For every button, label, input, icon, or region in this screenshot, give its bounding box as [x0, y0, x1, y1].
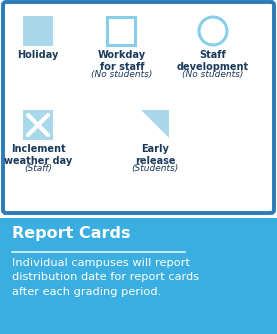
Text: Inclement
weather day: Inclement weather day — [4, 144, 72, 166]
Bar — [0, 218, 277, 334]
Bar — [23, 16, 53, 46]
FancyBboxPatch shape — [3, 2, 274, 213]
Text: (No students): (No students) — [182, 70, 244, 79]
Text: Report Cards: Report Cards — [12, 226, 130, 241]
Bar — [23, 110, 53, 140]
Text: (Students): (Students) — [131, 164, 179, 173]
Text: Holiday: Holiday — [17, 50, 59, 60]
Text: (Staff): (Staff) — [24, 164, 52, 173]
Polygon shape — [141, 110, 169, 138]
Text: Early
release: Early release — [135, 144, 175, 166]
Text: Individual campuses will report
distribution date for report cards
after each gr: Individual campuses will report distribu… — [12, 258, 199, 297]
Text: Staff
development: Staff development — [177, 50, 249, 71]
Text: Workday
for staff: Workday for staff — [98, 50, 146, 71]
Circle shape — [199, 17, 227, 45]
Text: (No students): (No students) — [91, 70, 153, 79]
Bar — [107, 17, 135, 45]
